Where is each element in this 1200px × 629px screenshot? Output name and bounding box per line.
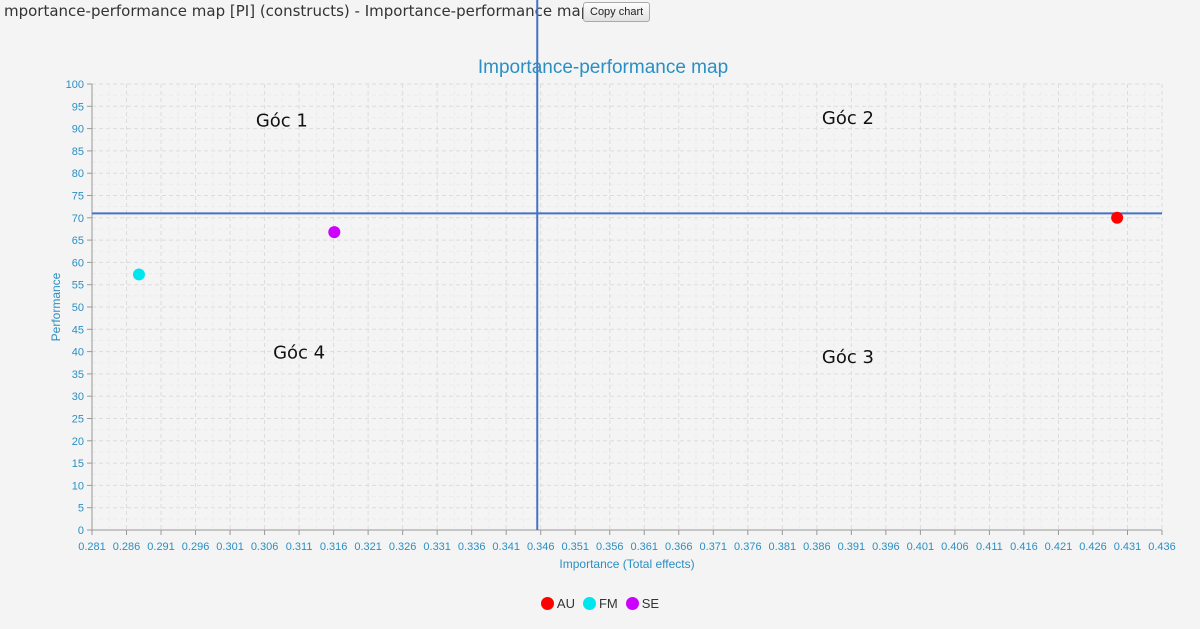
y-tick-label: 80 xyxy=(72,168,84,180)
x-tick-label: 0.421 xyxy=(1045,541,1073,553)
y-tick-label: 75 xyxy=(72,191,84,203)
y-tick-label: 30 xyxy=(72,391,84,403)
x-tick-label: 0.301 xyxy=(216,541,244,553)
x-tick-label: 0.281 xyxy=(78,541,106,553)
y-tick-label: 15 xyxy=(72,458,84,470)
y-tick-label: 0 xyxy=(78,525,84,537)
y-tick-label: 90 xyxy=(72,124,84,136)
point-au xyxy=(1111,211,1124,224)
point-fm xyxy=(132,268,145,281)
x-tick-label: 0.321 xyxy=(354,541,382,553)
legend-marker-au xyxy=(540,597,554,610)
x-tick-label: 0.366 xyxy=(665,541,693,553)
grid-layer xyxy=(91,83,1163,531)
legend-label-se: SE xyxy=(641,596,660,611)
legend-item-fm: FM xyxy=(582,596,618,611)
y-tick-label: 20 xyxy=(72,436,84,448)
x-tick-label: 0.386 xyxy=(803,541,831,553)
y-tick-label: 100 xyxy=(66,79,84,91)
x-tick-label: 0.356 xyxy=(596,541,624,553)
y-tick-label: 40 xyxy=(72,347,84,359)
x-tick-label: 0.401 xyxy=(907,541,935,553)
legend-item-au: AU xyxy=(540,596,575,611)
reference-lines xyxy=(92,0,1162,530)
y-axis-label: Performance xyxy=(49,272,63,341)
x-tick-label: 0.426 xyxy=(1079,541,1107,553)
y-tick-label: 65 xyxy=(72,235,84,247)
x-tick-label: 0.296 xyxy=(182,541,210,553)
x-tick-label: 0.361 xyxy=(630,541,658,553)
x-tick-label: 0.396 xyxy=(872,541,900,553)
point-se xyxy=(328,226,341,239)
x-tick-label: 0.311 xyxy=(286,541,313,553)
legend-label-fm: FM xyxy=(598,596,618,611)
chart-title: Importance-performance map xyxy=(478,57,728,78)
y-tick-label: 10 xyxy=(72,480,84,492)
legend-label-au: AU xyxy=(556,596,575,611)
x-tick-label: 0.316 xyxy=(320,541,348,553)
quadrant-label-2: Góc 2 xyxy=(822,108,874,129)
y-tick-label: 55 xyxy=(72,280,84,292)
axes-layer: 0 5 10 15 20 25 30 35 40 45 50 55 60 65 70 75 80 85 90 95 10… xyxy=(66,79,1176,553)
x-tick-label: 0.411 xyxy=(976,541,1003,553)
quadrant-annotations: Góc 1 Góc 2 Góc 3 Góc 4 xyxy=(256,108,874,368)
x-tick-label: 0.416 xyxy=(1010,541,1038,553)
y-tick-label: 25 xyxy=(72,414,84,426)
x-tick-label: 0.431 xyxy=(1114,541,1142,553)
copy-chart-button[interactable]: Copy chart xyxy=(583,2,651,22)
x-tick-label: 0.376 xyxy=(734,541,762,553)
x-tick-label: 0.326 xyxy=(389,541,417,553)
x-tick-label: 0.381 xyxy=(769,541,797,553)
y-tick-label: 60 xyxy=(72,257,84,269)
x-tick-label: 0.286 xyxy=(113,541,141,553)
window-title: mportance-performance map [PI] (construc… xyxy=(4,2,591,20)
y-tick-label: 45 xyxy=(72,324,84,336)
x-tick-label: 0.351 xyxy=(561,541,589,553)
legend: AU FM SE xyxy=(0,596,1200,611)
x-tick-label: 0.371 xyxy=(700,541,728,553)
quadrant-label-3: Góc 3 xyxy=(822,347,874,368)
x-tick-label: 0.406 xyxy=(941,541,969,553)
x-tick-label: 0.291 xyxy=(147,541,175,553)
y-tick-label: 5 xyxy=(78,503,84,515)
quadrant-label-4: Góc 4 xyxy=(273,342,325,363)
x-axis-label: Importance (Total effects) xyxy=(559,557,694,571)
x-tick-label: 0.341 xyxy=(492,541,520,553)
quadrant-label-1: Góc 1 xyxy=(256,110,308,131)
x-tick-label: 0.306 xyxy=(251,541,279,553)
x-tick-label: 0.436 xyxy=(1148,541,1176,553)
legend-marker-fm xyxy=(582,597,596,610)
y-tick-label: 35 xyxy=(72,369,84,381)
x-tick-label: 0.346 xyxy=(527,541,555,553)
y-tick-label: 70 xyxy=(72,213,84,225)
x-tick-label: 0.336 xyxy=(458,541,486,553)
legend-marker-se xyxy=(625,597,639,610)
x-tick-label: 0.391 xyxy=(838,541,866,553)
data-points xyxy=(132,211,1124,281)
y-tick-label: 95 xyxy=(72,101,84,113)
legend-item-se: SE xyxy=(625,596,660,611)
y-tick-label: 50 xyxy=(72,302,84,314)
x-tick-label: 0.331 xyxy=(423,541,451,553)
y-tick-label: 85 xyxy=(72,146,84,158)
